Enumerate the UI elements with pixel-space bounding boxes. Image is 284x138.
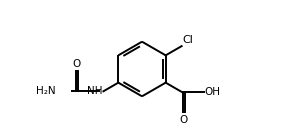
Text: NH: NH [87,86,103,96]
Text: OH: OH [204,87,220,98]
Text: O: O [179,115,188,125]
Text: H₂N: H₂N [36,86,56,96]
Text: O: O [72,59,81,69]
Text: Cl: Cl [183,35,194,45]
